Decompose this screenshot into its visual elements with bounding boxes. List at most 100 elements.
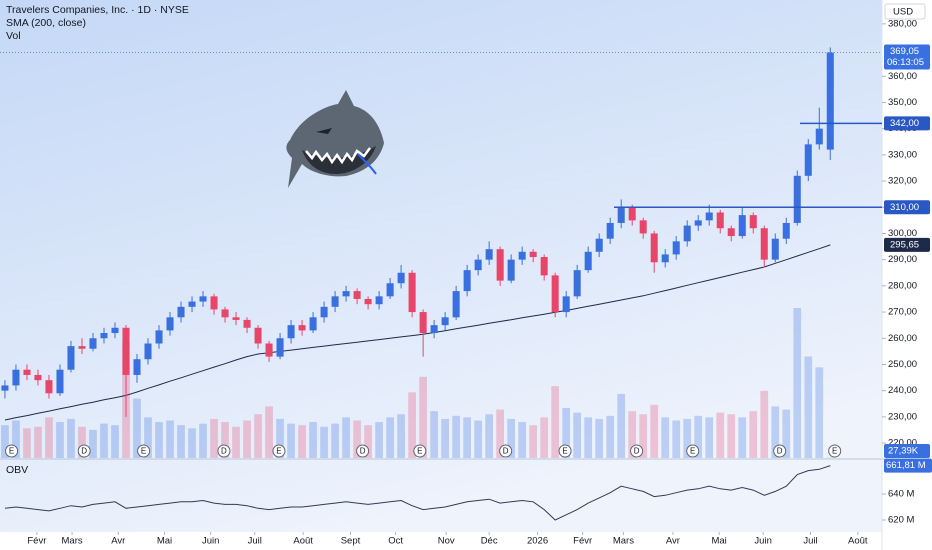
shark-icon: [286, 90, 384, 188]
candle-body: [122, 327, 130, 375]
volume-bar: [595, 418, 604, 458]
volume-bar: [540, 417, 549, 458]
volume-bar: [529, 425, 538, 458]
volume-bar: [397, 414, 405, 458]
volume-bar: [199, 423, 207, 458]
volume-bar: [408, 392, 416, 458]
candle-body: [441, 317, 449, 326]
volume-bar: [716, 412, 725, 458]
sma-box: [884, 237, 930, 252]
countdown-label: 06:13:05: [887, 57, 924, 68]
candle-body: [408, 272, 416, 313]
x-tick-label: Févr: [573, 536, 592, 547]
candle-body: [276, 338, 284, 357]
obv-line: [4, 465, 831, 521]
price-scale-background: [882, 0, 932, 550]
event-marker: [773, 444, 787, 458]
candle-body: [650, 233, 658, 263]
volume-bar: [287, 423, 295, 458]
currency[interactable]: USD: [893, 7, 913, 18]
y-tick-label: 240,00: [888, 385, 917, 396]
y-tick-label: 330,00: [888, 149, 917, 160]
volume-bar: [221, 422, 229, 458]
candle-body: [496, 249, 504, 281]
volume-bar: [518, 422, 527, 458]
candle-body: [661, 254, 669, 263]
volume-bar: [320, 426, 328, 458]
candle-body: [782, 222, 790, 239]
volume-bar: [111, 425, 119, 458]
volume-bar: [815, 367, 824, 458]
event-label: E: [276, 447, 281, 456]
candle-body: [111, 327, 119, 334]
candle-body: [804, 144, 812, 176]
candle-body: [221, 309, 229, 318]
volume-bar: [452, 415, 460, 458]
volume-bar: [485, 414, 493, 458]
candle-body: [419, 312, 427, 334]
candle-body: [716, 212, 724, 229]
candle-body: [265, 343, 273, 357]
candle-body: [309, 317, 317, 331]
event-marker: [499, 444, 513, 458]
x-tick-label: Sept: [341, 536, 361, 547]
volume-bar: [771, 406, 780, 458]
volume-bar: [661, 417, 670, 458]
candle-body: [89, 338, 97, 349]
candle-body: [144, 343, 152, 360]
event-label: E: [417, 447, 422, 456]
volume-bar: [628, 411, 637, 458]
x-tick-label: Juil: [803, 536, 817, 547]
volume-bar: [353, 420, 361, 458]
candle-body: [430, 325, 438, 334]
volume-bar: [507, 418, 516, 458]
event-marker: [272, 444, 286, 458]
candle-body: [760, 228, 768, 260]
x-tick-label: Avr: [666, 536, 680, 547]
candle-body: [683, 225, 691, 242]
volume-bar: [144, 417, 152, 458]
candle-body: [793, 175, 801, 223]
event-marker: [828, 444, 842, 458]
volume-bar: [375, 422, 383, 458]
sma-line: [4, 244, 831, 421]
sma-last-label: 295,65: [890, 239, 919, 250]
y-tick-label: 280,00: [888, 280, 917, 291]
volume-bar: [254, 414, 262, 458]
volume-bar: [133, 398, 141, 458]
y-tick-label: 270,00: [888, 307, 917, 318]
candle-body: [529, 251, 537, 258]
event-marker: [630, 444, 644, 458]
candle-body: [166, 317, 174, 331]
volume-bar: [782, 409, 791, 458]
y-tick-label: 230,00: [888, 411, 917, 422]
event-marker: [413, 444, 427, 458]
candle-body: [78, 346, 86, 349]
last-price-label: 369,05: [890, 46, 919, 57]
candle-body: [485, 249, 493, 260]
volume-bar: [804, 356, 813, 458]
volume-bar: [364, 425, 372, 458]
volume-bar: [551, 386, 560, 458]
event-marker: [137, 444, 151, 458]
x-tick-label: Oct: [388, 536, 403, 547]
y-tick-label: 220,00: [888, 438, 917, 449]
currency-box[interactable]: [884, 3, 926, 20]
last-price-box: [884, 44, 930, 70]
volume-bar: [474, 420, 482, 458]
level-label: 342,00: [890, 118, 919, 129]
volume-bar: [386, 417, 394, 458]
volume-legend: Vol: [6, 30, 21, 42]
candle-body: [155, 330, 163, 344]
candle-body: [320, 306, 328, 318]
volume-bar: [12, 420, 20, 458]
event-marker: [77, 444, 91, 458]
candle-body: [595, 238, 603, 252]
volume-box: [884, 444, 930, 458]
volume-bar: [562, 408, 571, 458]
volume-bar: [430, 411, 438, 458]
candle-body: [463, 270, 471, 292]
volume-bar: [617, 393, 626, 458]
y-tick-label: 350,00: [888, 97, 917, 108]
candle-body: [298, 325, 306, 331]
